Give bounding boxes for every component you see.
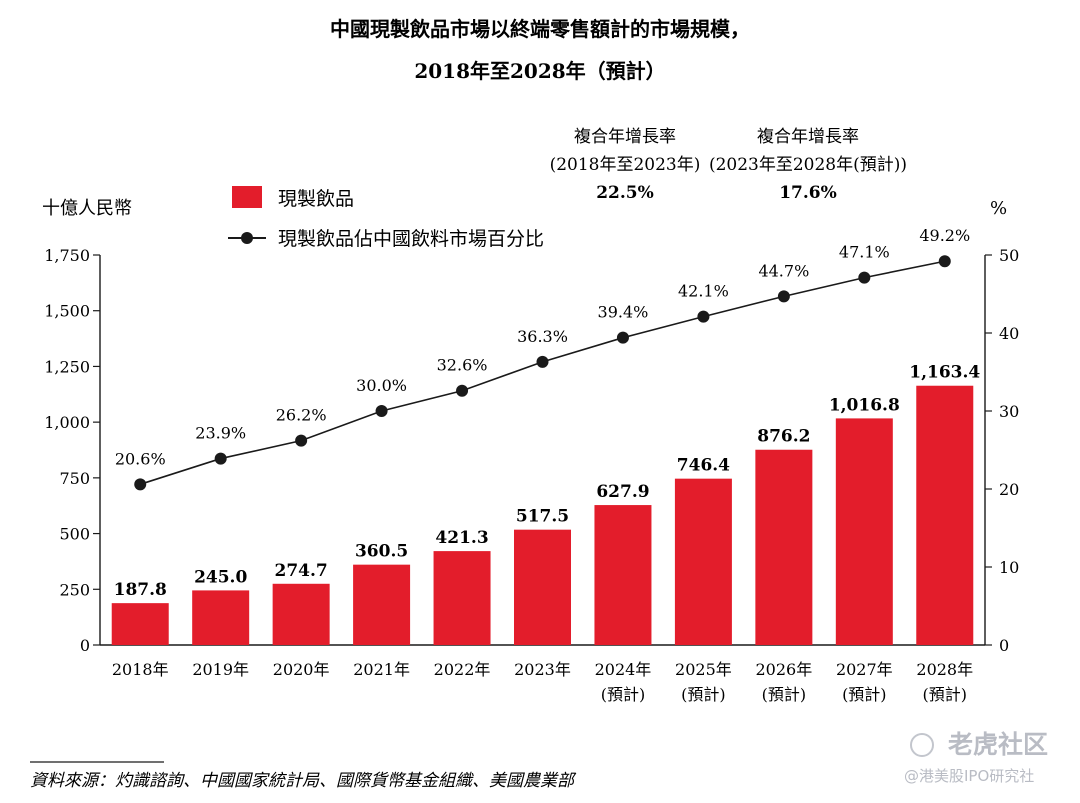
line-point <box>295 434 308 447</box>
left-tick-label: 500 <box>59 525 90 544</box>
bar <box>835 418 893 645</box>
cagr-1-heading: 複合年增長率 <box>574 127 676 147</box>
source-note: 資料來源：灼識諮詢、中國國家統計局、國際貨幣基金組織、美國農業部 <box>30 771 577 791</box>
line-value-label: 49.2% <box>919 226 970 245</box>
bar-value-label: 876.2 <box>757 427 810 447</box>
right-tick-label: 10 <box>999 558 1019 577</box>
right-tick-label: 50 <box>999 246 1019 265</box>
right-tick-label: 20 <box>999 480 1019 499</box>
line-value-label: 36.3% <box>517 327 568 346</box>
line-series: 20.6% 23.9% 26.2% 30.0% 32.6% 36.3% 39.4% 42.1%… <box>115 226 970 491</box>
cagr-2-period: (2023年至2028年(預計)) <box>709 155 907 175</box>
category-label: 2019年 <box>192 660 249 679</box>
bar-value-label: 360.5 <box>355 542 408 562</box>
category-label: (預計) <box>923 685 968 704</box>
bar-value-label: 187.8 <box>114 580 167 600</box>
cagr-1-value: 22.5% <box>596 183 654 203</box>
left-tick-label: 1,750 <box>44 246 90 265</box>
left-tick-label: 1,500 <box>44 302 90 321</box>
line-point <box>938 255 951 268</box>
right-tick-label: 30 <box>999 402 1019 421</box>
bar <box>192 590 250 645</box>
right-axis-unit: % <box>990 198 1007 219</box>
legend-bar-swatch <box>232 186 262 208</box>
line-value-label: 26.2% <box>276 406 327 425</box>
line-value-label: 44.7% <box>758 261 809 280</box>
chart-title-line-2: 2018年至2028年（預計） <box>414 59 665 83</box>
bar <box>111 603 169 645</box>
bar-series: 187.8 245.0 274.7 360.5 421.3 517.5 627.9 746.4… <box>111 363 980 645</box>
left-axis-unit: 十億人民幣 <box>42 198 132 219</box>
left-tick-label: 250 <box>59 580 90 599</box>
left-tick-label: 1,250 <box>44 357 90 376</box>
bar <box>272 583 330 645</box>
category-label: (預計) <box>681 685 726 704</box>
category-label: 2025年 <box>675 660 732 679</box>
category-label: 2026年 <box>755 660 812 679</box>
watermark-logo-icon <box>910 733 934 757</box>
category-label: 2018年 <box>112 660 169 679</box>
watermark-line-1: 老虎社区 <box>948 730 1048 759</box>
bar <box>514 529 571 645</box>
bar <box>755 449 813 645</box>
bar <box>674 478 732 645</box>
line-point <box>134 478 147 491</box>
category-label: (預計) <box>601 685 646 704</box>
line-value-label: 39.4% <box>598 303 649 322</box>
line-value-label: 23.9% <box>195 424 246 443</box>
bar-value-label: 746.4 <box>677 456 730 476</box>
category-label: 2024年 <box>595 660 652 679</box>
bar <box>353 564 411 645</box>
category-label: 2028年 <box>916 660 973 679</box>
category-label: 2020年 <box>273 660 330 679</box>
line-point <box>536 355 549 368</box>
line-point <box>214 452 227 465</box>
category-label: 2022年 <box>434 660 491 679</box>
line-point <box>616 331 629 344</box>
bar-value-label: 245.0 <box>194 567 247 587</box>
bar-value-label: 517.5 <box>516 507 569 527</box>
line-value-label: 42.1% <box>678 282 729 301</box>
left-tick-label: 0 <box>80 636 90 655</box>
line-value-label: 32.6% <box>437 356 488 375</box>
cagr-2-heading: 複合年增長率 <box>757 127 859 147</box>
legend-bar-label: 現製飲品 <box>278 188 354 210</box>
line-point <box>858 271 871 284</box>
left-tick-label: 1,000 <box>44 413 90 432</box>
bar <box>594 505 652 645</box>
category-label: 2027年 <box>836 660 893 679</box>
category-labels: 2018年 2019年 2020年 2021年 2022年 2023年 2024年 (預計) 2… <box>112 660 973 704</box>
bar-value-label: 274.7 <box>275 561 328 581</box>
percentage-line <box>139 260 945 486</box>
right-tick-label: 0 <box>999 636 1009 655</box>
watermark-line-2: @港美股IPO研究社 <box>904 767 1034 785</box>
category-label: (預計) <box>762 685 807 704</box>
line-point <box>777 290 790 303</box>
category-label: 2021年 <box>353 660 410 679</box>
bar-value-label: 1,163.4 <box>909 363 980 383</box>
bar-value-label: 1,016.8 <box>829 395 900 415</box>
bar-value-label: 627.9 <box>596 482 649 502</box>
line-value-label: 30.0% <box>356 376 407 395</box>
chart-title-line-1: 中國現製飲品市場以終端零售額計的市場規模， <box>330 17 750 41</box>
bar <box>433 551 491 645</box>
left-tick-label: 750 <box>59 469 90 488</box>
right-tick-label: 40 <box>999 324 1019 343</box>
line-value-label: 20.6% <box>115 449 166 468</box>
category-label: (預計) <box>842 685 887 704</box>
bar <box>916 385 974 645</box>
line-point <box>456 384 469 397</box>
line-point <box>375 405 388 417</box>
legend-line-marker <box>241 232 253 244</box>
line-point <box>697 310 710 323</box>
legend-line-label: 現製飲品佔中國飲料市場百分比 <box>278 228 544 250</box>
cagr-2-value: 17.6% <box>779 183 837 203</box>
category-label: 2023年 <box>514 660 571 679</box>
bar-value-label: 421.3 <box>435 528 488 548</box>
line-value-label: 47.1% <box>839 243 890 262</box>
cagr-1-period: (2018年至2023年) <box>550 155 701 175</box>
